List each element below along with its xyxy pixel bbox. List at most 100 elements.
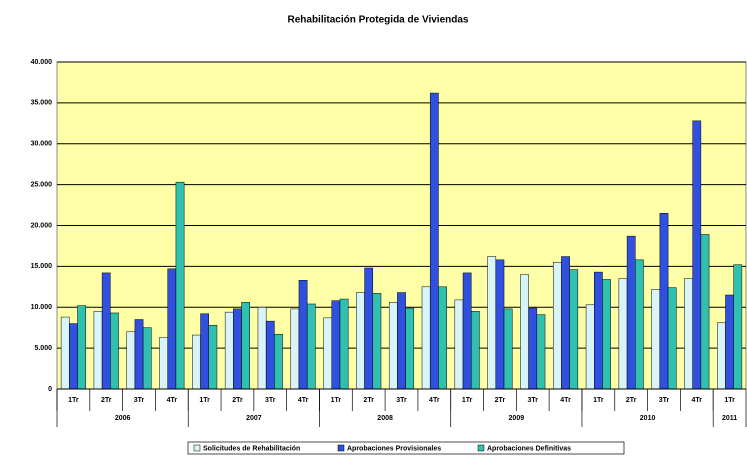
bar — [388, 302, 398, 390]
bar — [651, 289, 661, 390]
x-tick-label: 4Tr — [692, 397, 703, 404]
x-tick-label: 4Tr — [167, 397, 178, 404]
y-tick-label: 25.000 — [31, 181, 53, 188]
y-tick-label: 20.000 — [31, 222, 53, 229]
bar — [265, 320, 275, 390]
bar — [717, 322, 726, 390]
bar — [635, 259, 644, 390]
bar — [257, 307, 267, 390]
x-tick-label: 1Tr — [331, 397, 342, 404]
bar — [405, 307, 415, 390]
x-tick-label: 1Tr — [68, 397, 79, 404]
bar — [438, 286, 447, 390]
bar — [159, 337, 168, 390]
bar — [692, 120, 702, 390]
legend-label: Solicitudes de Rehabilitación — [203, 445, 300, 452]
bar — [569, 269, 579, 390]
year-label: 2011 — [722, 415, 737, 422]
bar — [134, 319, 144, 390]
bar — [142, 327, 152, 390]
x-tick-label: 3Tr — [527, 397, 538, 404]
y-tick-label: 40.000 — [31, 59, 53, 66]
y-tick-label: 30.000 — [31, 141, 53, 148]
legend-box — [187, 441, 625, 455]
chart-title: Rehabilitación Protegida de Viviendas — [288, 15, 469, 26]
bar — [306, 303, 316, 390]
bar — [167, 268, 177, 390]
year-label: 2006 — [115, 415, 131, 422]
bar — [561, 256, 570, 390]
x-tick-label: 2Tr — [626, 397, 637, 404]
bar — [69, 323, 78, 390]
bar — [77, 305, 86, 390]
legend-label: Aprobaciones Definitivas — [487, 445, 571, 452]
bar — [93, 311, 103, 390]
bar — [331, 300, 341, 390]
legend-swatch — [477, 444, 485, 452]
x-tick-label: 3Tr — [659, 397, 670, 404]
bar — [364, 267, 374, 390]
bar — [626, 235, 636, 390]
bar — [339, 298, 349, 390]
x-tick-label: 4Tr — [560, 397, 571, 404]
bar — [290, 308, 300, 390]
y-tick-label: 35.000 — [31, 100, 53, 107]
bar — [503, 308, 513, 390]
legend-swatch — [337, 444, 345, 452]
x-tick-label: 1Tr — [724, 397, 735, 404]
x-tick-label: 3Tr — [265, 397, 276, 404]
bar — [175, 181, 185, 390]
bar — [528, 307, 538, 390]
bar — [110, 312, 119, 390]
bar — [700, 234, 710, 390]
x-tick-label: 2Tr — [101, 397, 112, 404]
bar — [659, 212, 669, 390]
bar — [429, 92, 439, 390]
bar — [60, 316, 70, 390]
bar — [725, 294, 734, 390]
bar — [421, 286, 431, 390]
bar — [126, 331, 136, 390]
y-tick-label: 5.000 — [34, 345, 52, 352]
bar — [274, 333, 283, 390]
bar — [192, 334, 201, 390]
x-tick-label: 2Tr — [495, 397, 506, 404]
year-label: 2010 — [640, 415, 656, 422]
bar — [684, 278, 693, 390]
x-tick-label: 3Tr — [396, 397, 407, 404]
bar — [594, 271, 603, 390]
bar — [298, 280, 308, 390]
y-tick-label: 0 — [48, 386, 52, 393]
bar — [208, 324, 218, 390]
bar — [520, 274, 529, 390]
bar — [454, 299, 464, 390]
bar — [733, 264, 743, 390]
bar — [618, 278, 628, 390]
y-tick-label: 10.000 — [31, 304, 53, 311]
bar — [462, 272, 472, 390]
bar — [356, 292, 365, 390]
year-label: 2007 — [246, 415, 262, 422]
x-tick-label: 3Tr — [134, 397, 145, 404]
year-label: 2009 — [509, 415, 525, 422]
bar — [667, 287, 677, 390]
bar — [372, 293, 382, 390]
legend-swatch — [193, 444, 201, 452]
x-tick-label: 1Tr — [593, 397, 604, 404]
x-tick-label: 4Tr — [429, 397, 440, 404]
bar — [470, 311, 480, 390]
legend-label: Aprobaciones Provisionales — [347, 445, 441, 452]
bar — [323, 317, 333, 390]
bar — [101, 272, 111, 390]
bar — [536, 314, 546, 390]
bar — [397, 292, 406, 390]
x-tick-label: 2Tr — [363, 397, 374, 404]
x-tick-label: 1Tr — [462, 397, 473, 404]
bar — [602, 279, 611, 390]
x-tick-label: 4Tr — [298, 397, 309, 404]
x-tick-label: 1Tr — [199, 397, 210, 404]
bar — [224, 311, 234, 390]
year-label: 2008 — [377, 415, 393, 422]
bar — [552, 262, 562, 390]
